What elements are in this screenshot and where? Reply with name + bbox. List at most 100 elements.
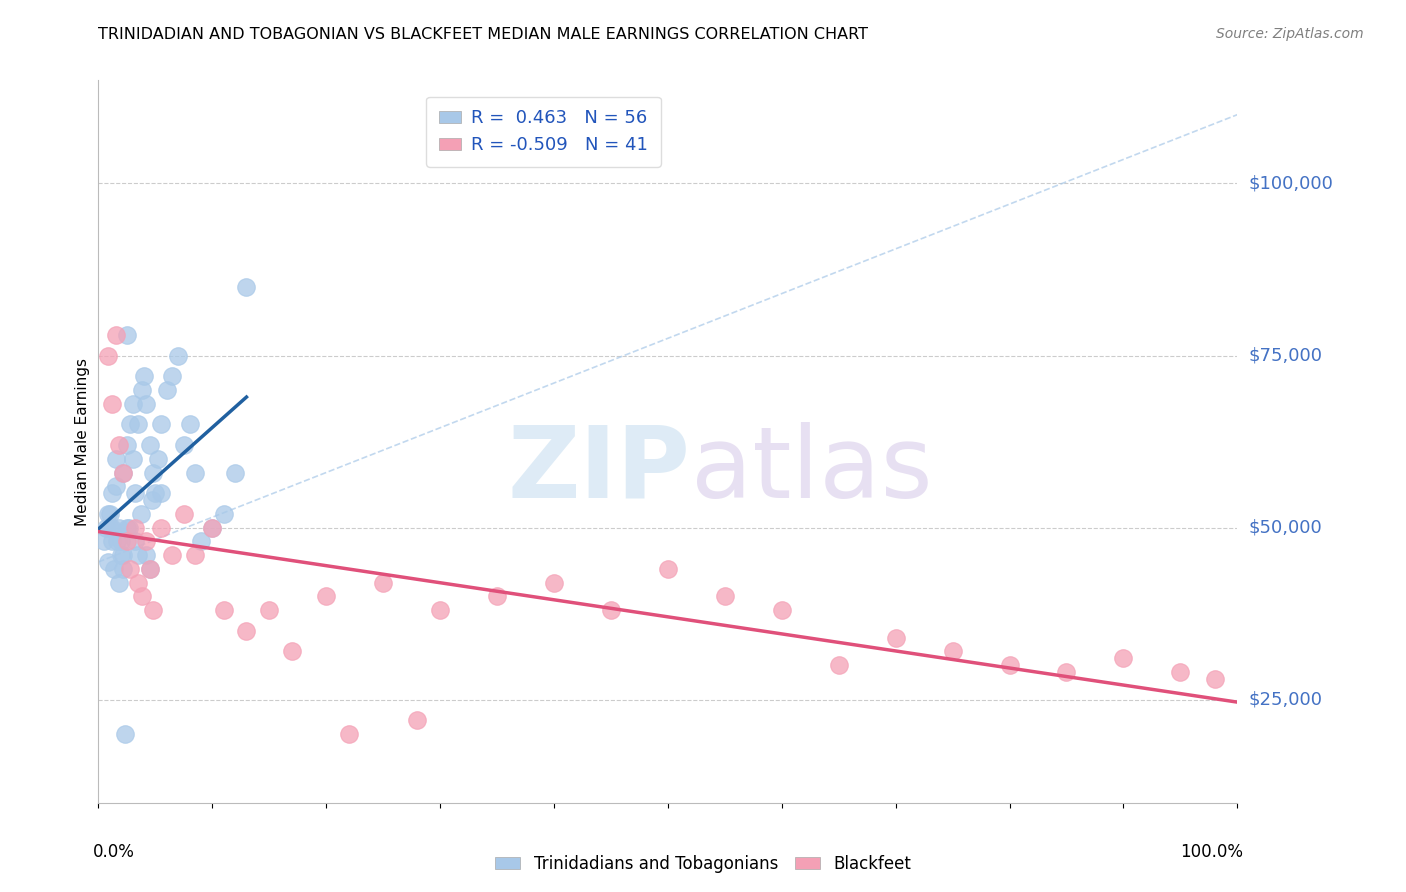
Point [657, 562, 679, 576]
Point [135, 397, 157, 411]
Point [173, 507, 195, 521]
Point [828, 658, 851, 673]
Point [98, 520, 121, 534]
Point [93, 534, 115, 549]
Text: atlas: atlas [690, 422, 932, 519]
Point [201, 520, 224, 534]
Point [167, 349, 190, 363]
Point [115, 534, 138, 549]
Point [108, 520, 131, 534]
Point [406, 713, 429, 727]
Point [371, 575, 394, 590]
Point [190, 534, 212, 549]
Point [942, 644, 965, 658]
Point [600, 603, 623, 617]
Point [124, 520, 146, 534]
Point [108, 575, 131, 590]
Point [115, 327, 138, 342]
Point [235, 624, 257, 638]
Point [884, 631, 907, 645]
Point [112, 548, 135, 562]
Point [115, 438, 138, 452]
Point [96, 555, 118, 569]
Text: $100,000: $100,000 [1249, 175, 1333, 193]
Text: $25,000: $25,000 [1249, 690, 1323, 708]
Point [1112, 651, 1135, 665]
Point [543, 575, 565, 590]
Point [1204, 672, 1226, 686]
Point [281, 644, 304, 658]
Point [337, 727, 360, 741]
Point [114, 727, 136, 741]
Point [1054, 665, 1078, 679]
Point [146, 451, 169, 466]
Point [127, 575, 149, 590]
Legend: R =  0.463   N = 56, R = -0.509   N = 41: R = 0.463 N = 56, R = -0.509 N = 41 [426, 96, 661, 167]
Point [142, 603, 165, 617]
Point [115, 520, 138, 534]
Point [150, 520, 173, 534]
Point [96, 349, 118, 363]
Point [138, 562, 160, 576]
Point [145, 486, 167, 500]
Point [105, 534, 128, 549]
Y-axis label: Median Male Earnings: Median Male Earnings [75, 358, 90, 525]
Point [121, 451, 143, 466]
Point [131, 590, 153, 604]
Text: TRINIDADIAN AND TOBAGONIAN VS BLACKFEET MEDIAN MALE EARNINGS CORRELATION CHART: TRINIDADIAN AND TOBAGONIAN VS BLACKFEET … [98, 27, 869, 42]
Point [120, 417, 142, 432]
Point [212, 507, 235, 521]
Point [142, 466, 165, 480]
Point [184, 466, 207, 480]
Point [112, 562, 135, 576]
Point [224, 466, 246, 480]
Text: Source: ZipAtlas.com: Source: ZipAtlas.com [1216, 27, 1364, 41]
Point [998, 658, 1021, 673]
Point [127, 417, 149, 432]
Point [124, 486, 146, 500]
Point [138, 438, 160, 452]
Point [124, 534, 146, 549]
Point [156, 383, 179, 397]
Point [96, 507, 118, 521]
Point [110, 548, 132, 562]
Point [127, 548, 149, 562]
Point [101, 534, 124, 549]
Point [714, 590, 737, 604]
Text: 0.0%: 0.0% [93, 843, 135, 861]
Point [184, 548, 207, 562]
Point [486, 590, 509, 604]
Point [150, 486, 173, 500]
Point [162, 369, 184, 384]
Point [104, 479, 127, 493]
Point [104, 327, 127, 342]
Point [96, 520, 118, 534]
Point [135, 534, 157, 549]
Point [112, 466, 135, 480]
Point [141, 493, 163, 508]
Point [235, 279, 257, 293]
Point [101, 397, 124, 411]
Point [98, 507, 121, 521]
Point [259, 603, 281, 617]
Point [101, 486, 124, 500]
Point [429, 603, 451, 617]
Point [173, 438, 195, 452]
Point [138, 562, 160, 576]
Text: $75,000: $75,000 [1249, 346, 1323, 365]
Point [112, 466, 135, 480]
Point [132, 369, 155, 384]
Point [101, 520, 124, 534]
Legend: Trinidadians and Tobagonians, Blackfeet: Trinidadians and Tobagonians, Blackfeet [488, 848, 918, 880]
Point [315, 590, 337, 604]
Point [1170, 665, 1192, 679]
Text: 100.0%: 100.0% [1180, 843, 1243, 861]
Point [201, 520, 224, 534]
Point [104, 451, 127, 466]
Point [131, 383, 153, 397]
Point [150, 417, 173, 432]
Point [212, 603, 235, 617]
Point [179, 417, 201, 432]
Point [770, 603, 793, 617]
Point [129, 507, 152, 521]
